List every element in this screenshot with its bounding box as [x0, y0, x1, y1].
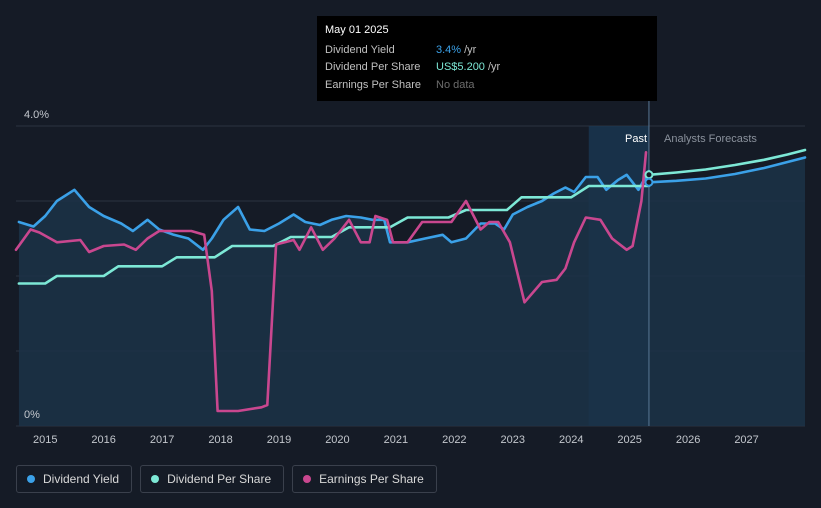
tooltip-row-earnings-per-share: Earnings Per Share No data	[325, 76, 649, 94]
axis-ticks: 2015 2016 2017 2018 2019 2020 2021 2022 2023 2024…	[24, 109, 759, 446]
series-area	[18, 171, 649, 426]
series-area	[648, 157, 805, 426]
tooltip-value: No data	[436, 78, 475, 91]
legend-dot-icon	[303, 475, 312, 483]
tooltip-row-dividend-per-share: Dividend Per Share US$5.200 /yr	[325, 59, 649, 77]
series-line	[17, 169, 651, 252]
tooltip-row-dividend-yield: Dividend Yield 3.4% /yr	[325, 41, 649, 59]
area-layer	[18, 157, 805, 426]
tooltip-date: May 01 2025	[325, 24, 389, 36]
tooltip-unit: /yr	[487, 61, 501, 74]
series-marker	[644, 170, 654, 180]
tooltip-value: US$5.200	[436, 61, 485, 74]
legend-label: Dividend Yield	[43, 472, 120, 486]
series-lines	[14, 148, 807, 413]
markers	[644, 170, 654, 187]
x-tick-label: 2015	[33, 434, 57, 446]
tooltip-label: Dividend Yield	[325, 43, 395, 56]
legend: Dividend Yield Dividend Per Share Earnin…	[16, 465, 437, 493]
past-label: Past	[625, 133, 647, 145]
x-tick-label: 2023	[501, 434, 525, 446]
series-line	[14, 151, 648, 413]
tooltip: May 01 2025 Dividend Yield 3.4% /yr Divi…	[317, 16, 657, 101]
series-marker	[644, 177, 654, 187]
tooltip-unit: /yr	[464, 43, 477, 56]
legend-item-dividend-per-share[interactable]: Dividend Per Share	[140, 465, 285, 493]
legend-dot-icon	[151, 475, 160, 483]
x-tick-label: 2025	[617, 434, 641, 446]
x-tick-label: 2024	[559, 434, 583, 446]
x-tick-label: 2021	[384, 434, 408, 446]
series-line	[17, 184, 651, 285]
series-line	[647, 148, 807, 177]
x-tick-label: 2026	[676, 434, 700, 446]
tooltip-label: Dividend Per Share	[325, 61, 421, 74]
y-tick-label: 0%	[24, 409, 40, 421]
x-tick-label: 2019	[267, 434, 291, 446]
tooltip-value: 3.4%	[436, 43, 462, 56]
legend-label: Earnings Per Share	[319, 472, 424, 486]
forecast-label: Analysts Forecasts	[664, 133, 757, 145]
legend-dot-icon	[27, 475, 35, 483]
x-tick-label: 2016	[91, 434, 115, 446]
legend-item-earnings-per-share[interactable]: Earnings Per Share	[292, 465, 437, 493]
tooltip-label: Earnings Per Share	[325, 78, 421, 91]
y-tick-label: 4.0%	[24, 109, 49, 121]
x-tick-label: 2022	[442, 434, 466, 446]
series-line	[647, 156, 807, 184]
x-tick-label: 2018	[208, 434, 232, 446]
legend-item-dividend-yield[interactable]: Dividend Yield	[16, 465, 133, 493]
x-tick-label: 2027	[734, 434, 758, 446]
x-tick-label: 2017	[150, 434, 174, 446]
legend-label: Dividend Per Share	[167, 472, 272, 486]
x-tick-label: 2020	[325, 434, 349, 446]
